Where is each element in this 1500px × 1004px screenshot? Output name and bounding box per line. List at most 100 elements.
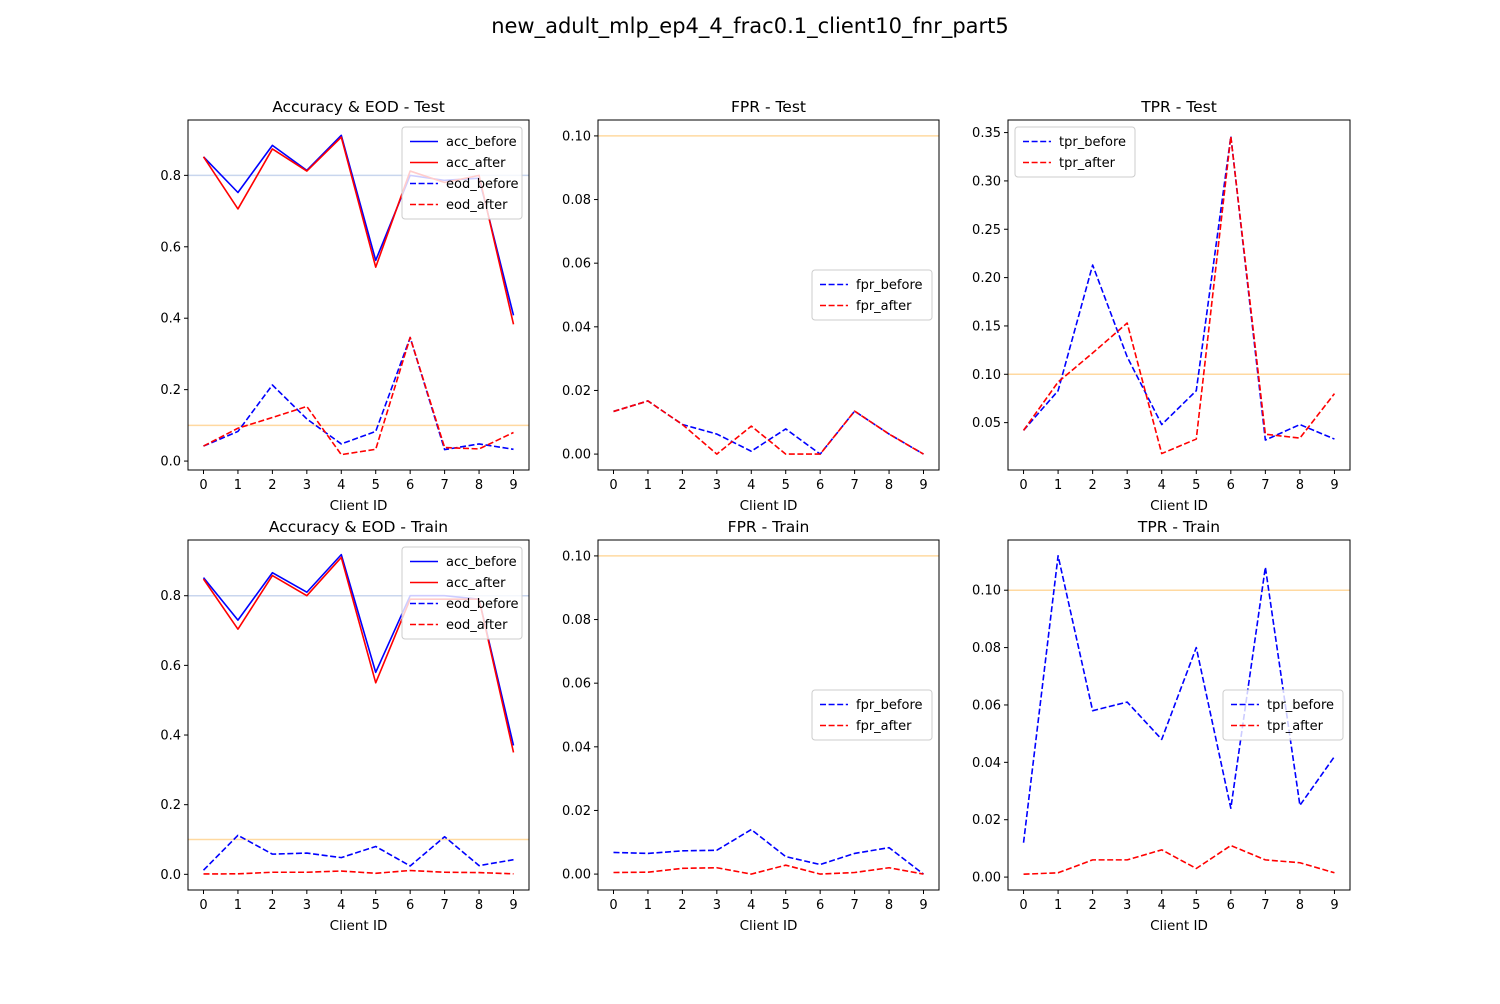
panel-fpr-train-series-fpr_after <box>613 864 924 875</box>
panel-tpr-train: 0 1 2 3 4 5 6 7 8 9 0.00 0.02 0.04 0.06 0.08 0.10 TPR - … <box>972 518 1351 934</box>
panel-fpr-test-legend-label-fpr_after: fpr_after <box>856 299 912 314</box>
panel-tpr-train-xtick-label: 8 <box>1296 898 1304 913</box>
panel-accuracy-eod-test-xtick-label: 7 <box>440 478 448 493</box>
panel-fpr-train-series-fpr_before <box>613 828 924 875</box>
panel-fpr-train-xtick-label: 7 <box>850 898 858 913</box>
panel-tpr-train-series-tpr_after <box>1023 844 1335 876</box>
panel-tpr-test-ytick-label: 0.30 <box>972 174 1001 189</box>
panel-accuracy-eod-train-ytick-label: 0.2 <box>160 798 181 813</box>
panel-accuracy-eod-train-legend-label-acc_before: acc_before <box>446 555 517 570</box>
panel-tpr-test-xlabel: Client ID <box>1150 498 1208 514</box>
panel-accuracy-eod-test-axes-frame <box>187 119 530 471</box>
panel-accuracy-eod-train-legend-label-eod_after: eod_after <box>446 618 508 633</box>
panel-accuracy-eod-train-xtick-label: 9 <box>509 898 517 913</box>
panel-tpr-train-legend: tpr_before tpr_after <box>1222 689 1344 741</box>
panel-fpr-test-ytick-label: 0.04 <box>562 320 591 335</box>
panel-tpr-test-xtick-label: 7 <box>1261 478 1269 493</box>
panel-fpr-test-xtick-label: 2 <box>678 478 686 493</box>
panel-fpr-test-xtick-label: 7 <box>850 478 858 493</box>
panel-accuracy-eod-train-xtick-label: 6 <box>406 898 414 913</box>
panel-fpr-train-ytick-label: 0.04 <box>562 740 591 755</box>
panel-accuracy-eod-test-legend-box <box>401 126 523 220</box>
panel-fpr-train-title: FPR - Train <box>728 518 810 536</box>
panel-fpr-test-title: FPR - Test <box>731 98 806 116</box>
panel-fpr-train-xtick-label: 0 <box>609 898 617 913</box>
panel-accuracy-eod-test-series-eod_before <box>203 336 514 451</box>
panel-accuracy-eod-test-xlabel: Client ID <box>330 498 388 514</box>
panel-accuracy-eod-test-legend: acc_before acc_after eod_before eod_after <box>401 126 523 220</box>
panel-fpr-train-legend-box <box>811 689 933 741</box>
panel-accuracy-eod-train-series-eod_after <box>203 869 514 875</box>
panel-accuracy-eod-train-xtick-label: 0 <box>199 898 207 913</box>
panel-accuracy-eod-test-ytick-label: 0.4 <box>160 312 181 327</box>
panel-accuracy-eod-train-ytick-label: 0.6 <box>160 659 181 674</box>
panel-fpr-train-xtick-label: 4 <box>747 898 755 913</box>
panel-tpr-test-legend-label-tpr_after: tpr_after <box>1059 156 1116 171</box>
panel-fpr-test-xtick-label: 0 <box>609 478 617 493</box>
panel-accuracy-eod-test-series-eod_after <box>203 336 514 456</box>
panel-tpr-train-xtick-label: 6 <box>1227 898 1235 913</box>
panel-accuracy-eod-train-legend-label-eod_before: eod_before <box>446 597 519 612</box>
panel-fpr-test-ytick-label: 0.00 <box>562 448 591 463</box>
panel-accuracy-eod-test-ytick-label: 0.2 <box>160 383 181 398</box>
panel-fpr-train-legend: fpr_before fpr_after <box>811 689 933 741</box>
panel-tpr-test-xtick-label: 1 <box>1054 478 1062 493</box>
panel-fpr-test-xtick-label: 6 <box>816 478 824 493</box>
panel-tpr-train-xtick-label: 1 <box>1054 898 1062 913</box>
panel-accuracy-eod-train-axes-frame <box>187 539 530 891</box>
panel-fpr-train-xtick-label: 9 <box>919 898 927 913</box>
panel-tpr-train-xtick-label: 0 <box>1019 898 1027 913</box>
panel-accuracy-eod-train-xtick-label: 7 <box>440 898 448 913</box>
panel-fpr-train-ytick-label: 0.06 <box>562 677 591 692</box>
panel-tpr-train-ytick-label: 0.10 <box>972 584 1001 599</box>
figure-title: new_adult_mlp_ep4_4_frac0.1_client10_fnr… <box>491 14 1009 38</box>
panel-tpr-test-xtick-label: 2 <box>1088 478 1096 493</box>
panel-accuracy-eod-train-xtick-label: 4 <box>337 898 345 913</box>
panel-accuracy-eod-test-xtick-label: 4 <box>337 478 345 493</box>
panel-fpr-test-xtick-label: 9 <box>919 478 927 493</box>
panel-tpr-test-xtick-label: 3 <box>1123 478 1131 493</box>
panel-fpr-train-axes-frame <box>597 539 940 891</box>
panel-fpr-train-ytick-label: 0.08 <box>562 613 591 628</box>
panel-fpr-test-xtick-label: 8 <box>885 478 893 493</box>
panel-fpr-train-xtick-label: 5 <box>782 898 790 913</box>
panel-fpr-train-xtick-label: 2 <box>678 898 686 913</box>
panel-tpr-test-title: TPR - Test <box>1140 98 1217 116</box>
panel-fpr-train-xtick-label: 1 <box>644 898 652 913</box>
panel-tpr-train-xtick-label: 4 <box>1158 898 1166 913</box>
panel-accuracy-eod-test-xtick-label: 8 <box>475 478 483 493</box>
panel-fpr-test-axes-frame <box>597 119 940 471</box>
panel-fpr-train-ytick-label: 0.10 <box>562 549 591 564</box>
panel-fpr-test-xtick-label: 4 <box>747 478 755 493</box>
panel-accuracy-eod-train-xtick-label: 2 <box>268 898 276 913</box>
panel-tpr-test-series-tpr_before <box>1022 135 1335 441</box>
panel-tpr-train-legend-label-tpr_before: tpr_before <box>1267 698 1334 713</box>
panel-fpr-test: 0 1 2 3 4 5 6 7 8 9 0.00 0.02 0.04 0.06 0.08 0.10 FPR - … <box>562 98 940 514</box>
panel-accuracy-eod-train-legend-label-acc_after: acc_after <box>446 576 506 591</box>
panel-fpr-train-ytick-label: 0.00 <box>562 868 591 883</box>
panel-accuracy-eod-test-legend-label-eod_before: eod_before <box>446 177 519 192</box>
panel-accuracy-eod-test-title: Accuracy & EOD - Test <box>272 98 445 116</box>
panel-fpr-train-xtick-label: 8 <box>885 898 893 913</box>
panel-fpr-test-ytick-label: 0.06 <box>562 257 591 272</box>
panel-tpr-train-ytick-label: 0.08 <box>972 641 1001 656</box>
panel-fpr-test-legend-label-fpr_before: fpr_before <box>856 278 923 293</box>
panel-accuracy-eod-train: 0 1 2 3 4 5 6 7 8 9 0.0 0.2 0.4 0.6 0.8 Accuracy & EOD … <box>160 518 530 934</box>
panel-accuracy-eod-test: 0 1 2 3 4 5 6 7 8 9 0.0 0.2 0.4 0.6 0.8 Accuracy & EOD … <box>160 98 530 514</box>
panel-tpr-test-legend-label-tpr_before: tpr_before <box>1059 135 1126 150</box>
panel-accuracy-eod-train-series-eod_before <box>202 834 514 871</box>
panel-fpr-test-ytick-label: 0.10 <box>562 129 591 144</box>
panel-accuracy-eod-train-xtick-label: 1 <box>234 898 242 913</box>
panel-tpr-train-ytick-label: 0.04 <box>972 756 1001 771</box>
panel-fpr-test-xtick-label: 3 <box>713 478 721 493</box>
panel-accuracy-eod-train-ytick-label: 0.8 <box>160 589 181 604</box>
panel-accuracy-eod-test-xtick-label: 0 <box>199 478 207 493</box>
panel-tpr-train-title: TPR - Train <box>1137 518 1220 536</box>
panel-tpr-test-xtick-label: 6 <box>1227 478 1235 493</box>
panel-tpr-test-xtick-label: 9 <box>1330 478 1338 493</box>
panel-fpr-test-series-fpr_after <box>613 400 924 455</box>
panel-fpr-train-legend-label-fpr_before: fpr_before <box>856 698 923 713</box>
panel-accuracy-eod-test-xtick-label: 2 <box>268 478 276 493</box>
